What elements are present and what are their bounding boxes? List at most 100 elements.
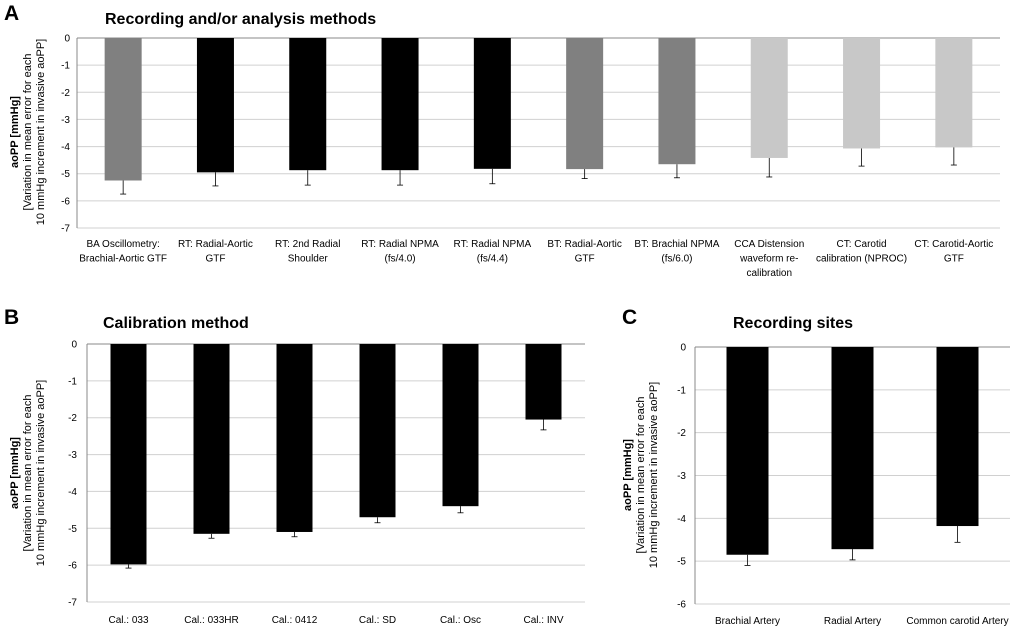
panel-b-bar bbox=[193, 344, 230, 534]
panel-a-category-label: BT: Brachial NPMA (fs/6.0) bbox=[634, 239, 719, 265]
panel-a-category-label-line: CT: Carotid-Aortic bbox=[914, 239, 993, 250]
panel-a-category-label-line: GTF bbox=[205, 254, 225, 265]
panel-a-y-tick-label: 0 bbox=[64, 34, 70, 45]
panel-a-category-label-line: GTF bbox=[944, 254, 964, 265]
panel-a-category-label: RT: Radial NPMA (fs/4.4) bbox=[454, 239, 532, 265]
panel-a-y-axis-label: aoPP [mmHg] [Variation in mean error for… bbox=[9, 39, 47, 225]
panel-c-plot-area: 0 -1 -2 -3 -4 -5 -6 Brachial Artery Radial Arter… bbox=[677, 343, 1010, 627]
panel-b-y-tick-label: -5 bbox=[68, 524, 77, 535]
panel-c-category-label-line: Brachial Artery bbox=[715, 616, 780, 627]
panel-c-y-label-line-2: 10 mmHg increment in invasive aoPP] bbox=[648, 382, 660, 568]
panel-b-plot-area: 0 -1 -2 -3 -4 -5 -6 -7 Cal.: 033 Cal.: 033HR Cal.:… bbox=[68, 340, 585, 626]
panel-c-y-label-line-1: [Variation in mean error for each bbox=[635, 397, 647, 554]
panel-a-category-label-line: (fs/4.4) bbox=[477, 254, 508, 265]
panel-b-bar bbox=[110, 344, 147, 565]
panel-a-category-label: RT: Radial NPMA (fs/4.0) bbox=[361, 239, 439, 265]
panel-a-y-tick-label: -7 bbox=[61, 224, 70, 235]
panel-a-category-label-line: Brachial-Aortic GTF bbox=[79, 254, 167, 265]
panel-b-category-label: Cal.: SD bbox=[359, 615, 396, 626]
panel-a-category-label-line: RT: Radial-Aortic bbox=[178, 239, 253, 250]
panel-c-y-tick-label: -4 bbox=[677, 514, 686, 525]
panel-a-title: Recording and/or analysis methods bbox=[105, 11, 376, 28]
panel-a-bar bbox=[658, 38, 696, 165]
panel-a-category-label-line: (fs/6.0) bbox=[661, 254, 692, 265]
panel-c-bar bbox=[936, 347, 979, 527]
panel-a-category-label: RT: 2nd Radial Shoulder bbox=[275, 239, 340, 265]
panel-c-y-tick-label: -2 bbox=[677, 428, 686, 439]
panel-b-y-tick-label: -2 bbox=[68, 413, 77, 424]
panel-a-category-label-line: RT: Radial NPMA bbox=[454, 239, 532, 250]
panel-a-bar bbox=[843, 38, 881, 149]
panel-a-category-label-line: (fs/4.0) bbox=[384, 254, 415, 265]
panel-c-category-label: Common carotid Artery bbox=[906, 616, 1008, 627]
panel-c-y-tick-label: -5 bbox=[677, 557, 686, 568]
panel-b-category-label: Cal.: Osc bbox=[440, 615, 481, 626]
panel-c-y-tick-label: -6 bbox=[677, 600, 686, 611]
panel-c-letter: C bbox=[622, 306, 637, 329]
panel-a-y-tick-label: -1 bbox=[61, 61, 70, 72]
panel-b: B Calibration method aoPP [mmHg] [Variat… bbox=[4, 306, 585, 626]
panel-a-y-label-line-2: 10 mmHg increment in invasive aoPP] bbox=[35, 39, 47, 225]
panel-b-category-label: Cal.: 033 bbox=[108, 615, 148, 626]
panel-b-y-tick-label: -4 bbox=[68, 487, 77, 498]
panel-a-category-label-line: RT: Radial NPMA bbox=[361, 239, 439, 250]
panel-c-y-tick-label: -3 bbox=[677, 471, 686, 482]
panel-a-category-label-line: RT: 2nd Radial bbox=[275, 239, 340, 250]
panel-b-title: Calibration method bbox=[103, 315, 249, 332]
panel-c-y-axis-label: aoPP [mmHg] [Variation in mean error for… bbox=[622, 382, 660, 568]
panel-c-y-label-bold: aoPP [mmHg] bbox=[622, 439, 634, 511]
panel-a-y-label-line-1: [Variation in mean error for each bbox=[22, 54, 34, 211]
panel-a-category-label-line: BT: Brachial NPMA bbox=[634, 239, 719, 250]
panel-a-category-label: RT: Radial-Aortic GTF bbox=[178, 239, 253, 265]
panel-a-category-label: BA Oscillometry: Brachial-Aortic GTF bbox=[79, 239, 167, 265]
panel-b-y-tick-label: 0 bbox=[71, 340, 77, 351]
panel-b-category-label: Cal.: INV bbox=[523, 615, 563, 626]
panel-c-category-label: Brachial Artery bbox=[715, 616, 780, 627]
panel-b-bar bbox=[442, 344, 479, 507]
panel-a-bar bbox=[104, 38, 142, 181]
panel-a-y-tick-label: -6 bbox=[61, 196, 70, 207]
panel-a: A Recording and/or analysis methods aoPP… bbox=[4, 2, 1000, 279]
panel-b-y-label-line-1: [Variation in mean error for each bbox=[22, 395, 34, 552]
panel-a-category-label: CT: Carotid-Aortic GTF bbox=[914, 239, 993, 265]
panel-c-category-label: Radial Artery bbox=[824, 616, 881, 627]
panel-a-category-label-line: BA Oscillometry: bbox=[86, 239, 159, 250]
panel-a-bar bbox=[289, 38, 327, 171]
panel-b-category-label-line: Cal.: 033HR bbox=[184, 615, 238, 626]
panel-a-y-tick-label: -3 bbox=[61, 115, 70, 126]
panel-a-bar bbox=[566, 38, 604, 170]
panel-a-y-tick-label: -2 bbox=[61, 88, 70, 99]
panel-a-category-label-line: Shoulder bbox=[288, 254, 329, 265]
panel-b-bar bbox=[276, 344, 313, 532]
panel-b-category-label: Cal.: 033HR bbox=[184, 615, 238, 626]
panel-a-category-label-line: GTF bbox=[575, 254, 595, 265]
panel-a-bar bbox=[381, 38, 419, 171]
panel-a-category-label: BT: Radial-Aortic GTF bbox=[547, 239, 621, 265]
panel-b-y-tick-label: -1 bbox=[68, 376, 77, 387]
panel-a-letter: A bbox=[4, 2, 19, 25]
panel-a-category-label-line: CT: Carotid bbox=[837, 239, 887, 250]
panel-b-y-label-line-2: 10 mmHg increment in invasive aoPP] bbox=[35, 380, 47, 566]
panel-a-category-label-line: BT: Radial-Aortic bbox=[547, 239, 621, 250]
panel-b-y-axis-label: aoPP [mmHg] [Variation in mean error for… bbox=[9, 380, 47, 566]
panel-b-category-label-line: Cal.: SD bbox=[359, 615, 396, 626]
panel-a-category-label: CT: Carotid calibration (NPROC) bbox=[816, 239, 907, 265]
panel-a-category-label-line: CCA Distension bbox=[734, 239, 804, 250]
panel-c-bar bbox=[726, 347, 769, 555]
panel-b-category-label-line: Cal.: Osc bbox=[440, 615, 481, 626]
panel-a-bar bbox=[196, 38, 234, 173]
panel-c: C Recording sites aoPP [mmHg] [Variation… bbox=[622, 306, 1010, 627]
panel-a-category-label: CCA Distension waveform re-calibration bbox=[734, 239, 804, 279]
panel-b-y-tick-label: -6 bbox=[68, 561, 77, 572]
panel-a-bar bbox=[750, 38, 788, 158]
panel-b-category-label: Cal.: 0412 bbox=[272, 615, 318, 626]
panel-c-y-tick-label: 0 bbox=[680, 343, 686, 354]
panel-a-bar bbox=[935, 38, 973, 148]
panel-b-letter: B bbox=[4, 306, 19, 329]
panel-a-category-label-line: waveform re- bbox=[739, 254, 798, 265]
panel-a-category-label-line: calibration bbox=[746, 268, 792, 279]
panel-a-y-tick-label: -5 bbox=[61, 169, 70, 180]
panel-b-category-label-line: Cal.: INV bbox=[523, 615, 563, 626]
panel-b-bar bbox=[525, 344, 562, 420]
